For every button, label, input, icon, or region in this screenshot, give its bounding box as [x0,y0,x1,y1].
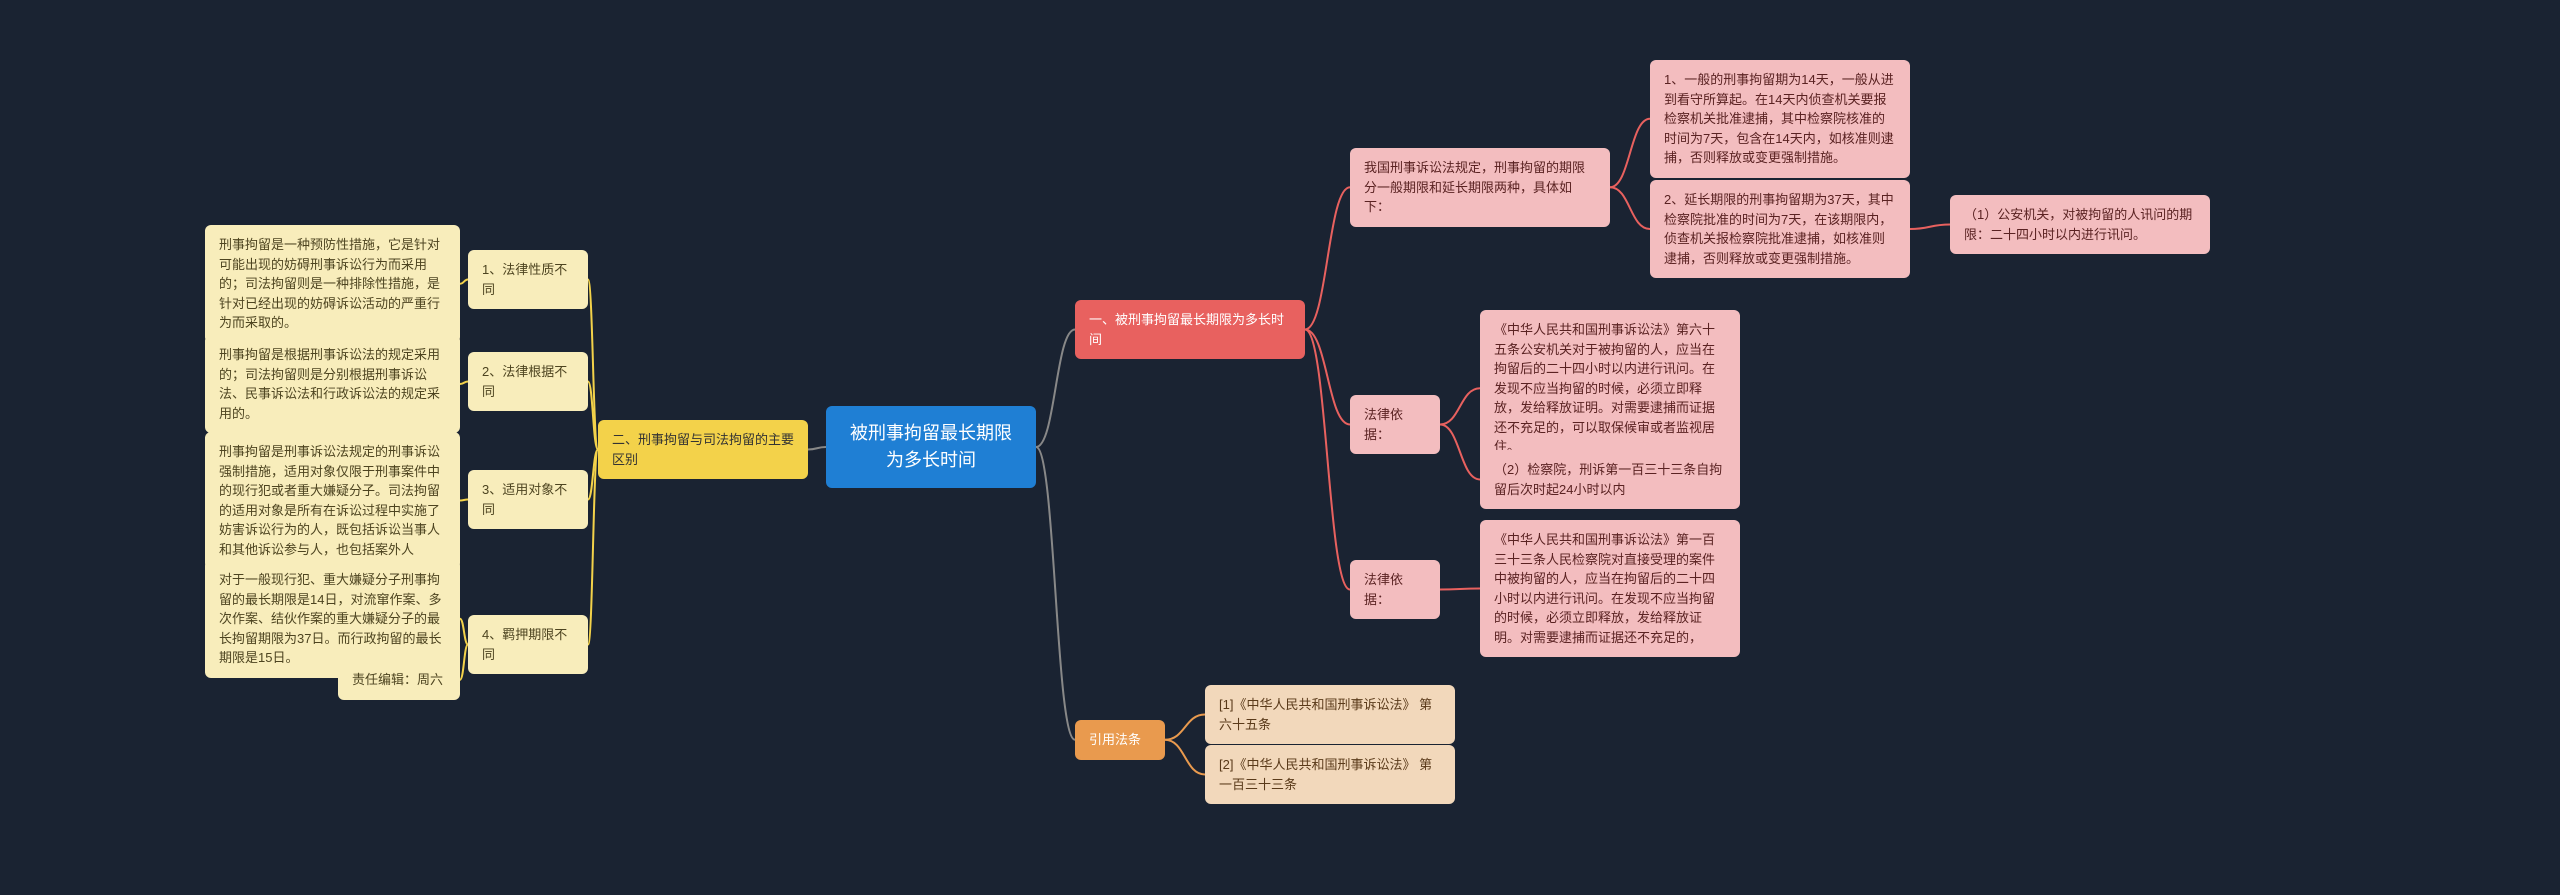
node-s1a1[interactable]: 1、一般的刑事拘留期为14天，一般从进到看守所算起。在14天内侦查机关要报检察机… [1650,60,1910,178]
edge-s2-s2d [588,450,598,645]
node-s1[interactable]: 一、被刑事拘留最长期限为多长时间 [1075,300,1305,359]
node-s2d2[interactable]: 责任编辑：周六 [338,660,460,700]
edge-s2-s2a [588,280,598,450]
node-s2b1[interactable]: 刑事拘留是根据刑事诉讼法的规定采用的；司法拘留则是分别根据刑事诉讼法、民事诉讼法… [205,335,460,433]
edge-s2d-s2d1 [460,619,468,645]
node-s2a[interactable]: 1、法律性质不同 [468,250,588,309]
edge-s2-s2c [588,450,598,500]
node-s1c[interactable]: 法律依据： [1350,560,1440,619]
edge-s1-s1a [1305,187,1350,329]
edge-s2-s2b [588,382,598,450]
edge-s1b-s1b2 [1440,425,1480,480]
edge-s3-s3a [1165,715,1205,740]
node-s1b2[interactable]: （2）检察院，刑诉第一百三十三条自拘留后次时起24小时以内 [1480,450,1740,509]
edge-root-s3 [1036,447,1075,740]
node-s3a[interactable]: [1]《中华人民共和国刑事诉讼法》 第六十五条 [1205,685,1455,744]
edge-s2d-s2d2 [460,645,468,680]
node-s1a[interactable]: 我国刑事诉讼法规定，刑事拘留的期限分一般期限和延长期限两种，具体如下： [1350,148,1610,227]
node-s2a1[interactable]: 刑事拘留是一种预防性措施，它是针对可能出现的妨碍刑事诉讼行为而采用的；司法拘留则… [205,225,460,343]
edge-s2b-s2b1 [460,382,468,385]
edge-s1a2-s1a2x [1910,225,1950,230]
node-s2b[interactable]: 2、法律根据不同 [468,352,588,411]
edge-s2a-s2a1 [460,280,468,284]
edge-s1-s1c [1305,330,1350,590]
node-s1b[interactable]: 法律依据： [1350,395,1440,454]
node-s1a2[interactable]: 2、延长期限的刑事拘留期为37天，其中检察院批准的时间为7天，在该期限内，侦查机… [1650,180,1910,278]
node-s2d[interactable]: 4、羁押期限不同 [468,615,588,674]
node-s1a2x[interactable]: （1）公安机关，对被拘留的人讯问的期限：二十四小时以内进行讯问。 [1950,195,2210,254]
node-root[interactable]: 被刑事拘留最长期限为多长时间 [826,406,1036,488]
node-s1b1[interactable]: 《中华人民共和国刑事诉讼法》第六十五条公安机关对于被拘留的人，应当在拘留后的二十… [1480,310,1740,467]
edge-root-s2 [808,447,826,450]
edge-s1b-s1b1 [1440,388,1480,424]
node-s2c[interactable]: 3、适用对象不同 [468,470,588,529]
edge-s3-s3b [1165,740,1205,775]
edge-s1c-s1c1 [1440,589,1480,590]
node-s1c1[interactable]: 《中华人民共和国刑事诉讼法》第一百三十三条人民检察院对直接受理的案件中被拘留的人… [1480,520,1740,657]
node-s3b[interactable]: [2]《中华人民共和国刑事诉讼法》 第一百三十三条 [1205,745,1455,804]
edge-s1-s1b [1305,330,1350,425]
node-s2[interactable]: 二、刑事拘留与司法拘留的主要区别 [598,420,808,479]
node-s2c1[interactable]: 刑事拘留是刑事诉讼法规定的刑事诉讼强制措施，适用对象仅限于刑事案件中的现行犯或者… [205,432,460,569]
node-s3[interactable]: 引用法条 [1075,720,1165,760]
edge-root-s1 [1036,330,1075,448]
edge-s1a-s1a1 [1610,119,1650,188]
edge-s1a-s1a2 [1610,187,1650,229]
edge-s2c-s2c1 [460,500,468,501]
